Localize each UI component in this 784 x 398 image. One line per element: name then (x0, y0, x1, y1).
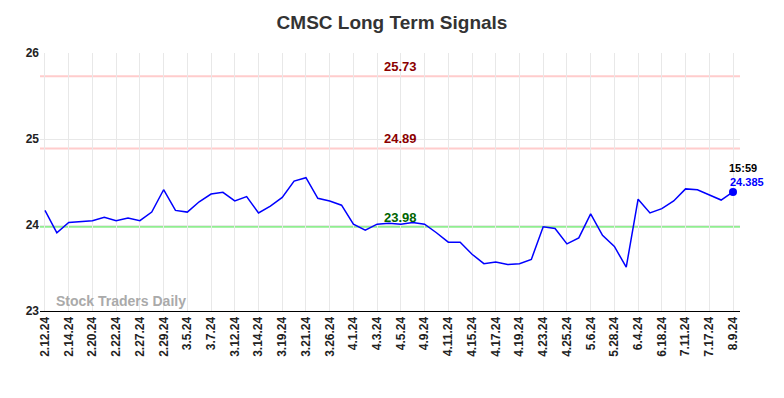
svg-text:2.14.24: 2.14.24 (62, 316, 76, 356)
svg-text:7.17.24: 7.17.24 (702, 316, 716, 356)
svg-text:3.19.24: 3.19.24 (275, 316, 289, 356)
svg-text:4.19.24: 4.19.24 (512, 316, 526, 356)
svg-text:3.5.24: 3.5.24 (180, 316, 194, 350)
svg-text:23: 23 (26, 304, 40, 318)
svg-text:CMSC Long Term Signals: CMSC Long Term Signals (277, 12, 508, 33)
svg-text:4.17.24: 4.17.24 (489, 316, 503, 356)
svg-text:2.27.24: 2.27.24 (133, 316, 147, 356)
svg-text:24.89: 24.89 (384, 131, 417, 146)
svg-text:8.9.24: 8.9.24 (726, 316, 740, 350)
svg-text:4.11.24: 4.11.24 (441, 316, 455, 356)
svg-text:4.25.24: 4.25.24 (560, 316, 574, 356)
svg-text:5.6.24: 5.6.24 (584, 316, 598, 350)
svg-text:3.14.24: 3.14.24 (251, 316, 265, 356)
svg-text:4.3.24: 4.3.24 (370, 316, 384, 350)
svg-text:6.4.24: 6.4.24 (631, 316, 645, 350)
svg-text:2.29.24: 2.29.24 (157, 316, 171, 356)
svg-text:7.11.24: 7.11.24 (678, 316, 692, 356)
svg-text:25.73: 25.73 (384, 59, 417, 74)
svg-text:25: 25 (26, 132, 40, 146)
svg-text:24.385: 24.385 (730, 176, 764, 188)
svg-text:2.12.24: 2.12.24 (38, 316, 52, 356)
svg-text:26: 26 (26, 46, 40, 60)
svg-text:Stock Traders Daily: Stock Traders Daily (56, 293, 186, 309)
svg-text:15:59: 15:59 (729, 162, 757, 174)
svg-text:3.7.24: 3.7.24 (204, 316, 218, 350)
svg-text:4.1.24: 4.1.24 (346, 316, 360, 350)
svg-text:4.15.24: 4.15.24 (465, 316, 479, 356)
svg-text:2.22.24: 2.22.24 (109, 316, 123, 356)
svg-text:4.9.24: 4.9.24 (417, 316, 431, 350)
svg-text:6.18.24: 6.18.24 (655, 316, 669, 356)
svg-text:3.26.24: 3.26.24 (323, 316, 337, 356)
svg-text:2.20.24: 2.20.24 (85, 316, 99, 356)
svg-text:24: 24 (26, 218, 40, 232)
svg-text:3.12.24: 3.12.24 (228, 316, 242, 356)
svg-text:23.98: 23.98 (384, 210, 417, 225)
svg-text:4.23.24: 4.23.24 (536, 316, 550, 356)
svg-text:5.28.24: 5.28.24 (607, 316, 621, 356)
svg-text:3.21.24: 3.21.24 (299, 316, 313, 356)
svg-text:4.5.24: 4.5.24 (394, 316, 408, 350)
